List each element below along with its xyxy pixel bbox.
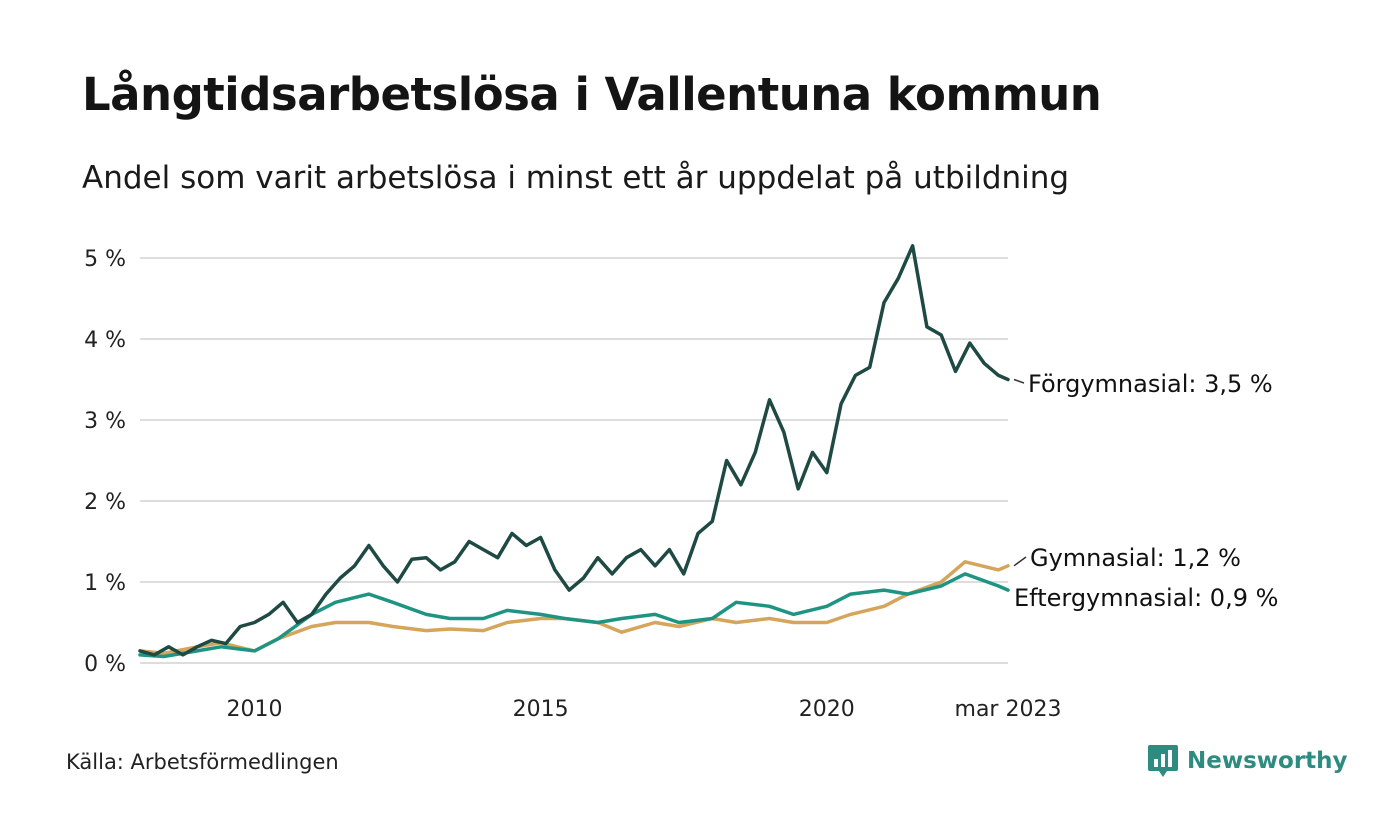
bar-chart-speech-bubble-icon <box>1148 745 1178 777</box>
x-tick-label: 2015 <box>513 697 569 722</box>
grid-lines <box>140 257 1008 664</box>
label-leader-line <box>1013 378 1025 384</box>
y-tick-label: 2 % <box>84 490 126 515</box>
y-tick-label: 1 % <box>84 571 126 596</box>
y-axis-ticks: 0 % 1 % 2 % 3 % 4 % 5 % <box>84 247 126 677</box>
series-line-förgymnasial <box>138 244 1010 657</box>
chart-subtitle: Andel som varit arbetslösa i minst ett å… <box>82 160 1070 196</box>
brand-logo: Newsworthy <box>1147 743 1348 779</box>
x-tick-label: 2010 <box>226 697 282 722</box>
series-line-gymnasial <box>138 560 1010 656</box>
series-end-label: Eftergymnasial: 0,9 % <box>1014 584 1278 612</box>
y-tick-label: 5 % <box>84 247 126 272</box>
y-tick-label: 0 % <box>84 652 126 677</box>
series-end-label: Gymnasial: 1,2 % <box>1030 544 1241 572</box>
y-tick-label: 3 % <box>84 409 126 434</box>
x-tick-label: 2020 <box>799 697 855 722</box>
label-leader-line <box>1013 556 1027 567</box>
series-end-label: Förgymnasial: 3,5 % <box>1028 370 1273 398</box>
series-line-eftergymnasial <box>138 572 1010 659</box>
series-lines <box>138 244 1010 659</box>
brand-name: Newsworthy <box>1187 748 1348 774</box>
chart-title: Långtidsarbetslösa i Vallentuna kommun <box>82 68 1102 121</box>
x-axis-ticks: 2010 2015 2020 mar 2023 <box>226 697 1061 722</box>
series-end-labels: Förgymnasial: 3,5 % Gymnasial: 1,2 % Efter… <box>1013 370 1278 612</box>
y-tick-label: 4 % <box>84 328 126 353</box>
x-tick-label: mar 2023 <box>955 697 1062 722</box>
source-note: Källa: Arbetsförmedlingen <box>66 750 339 774</box>
